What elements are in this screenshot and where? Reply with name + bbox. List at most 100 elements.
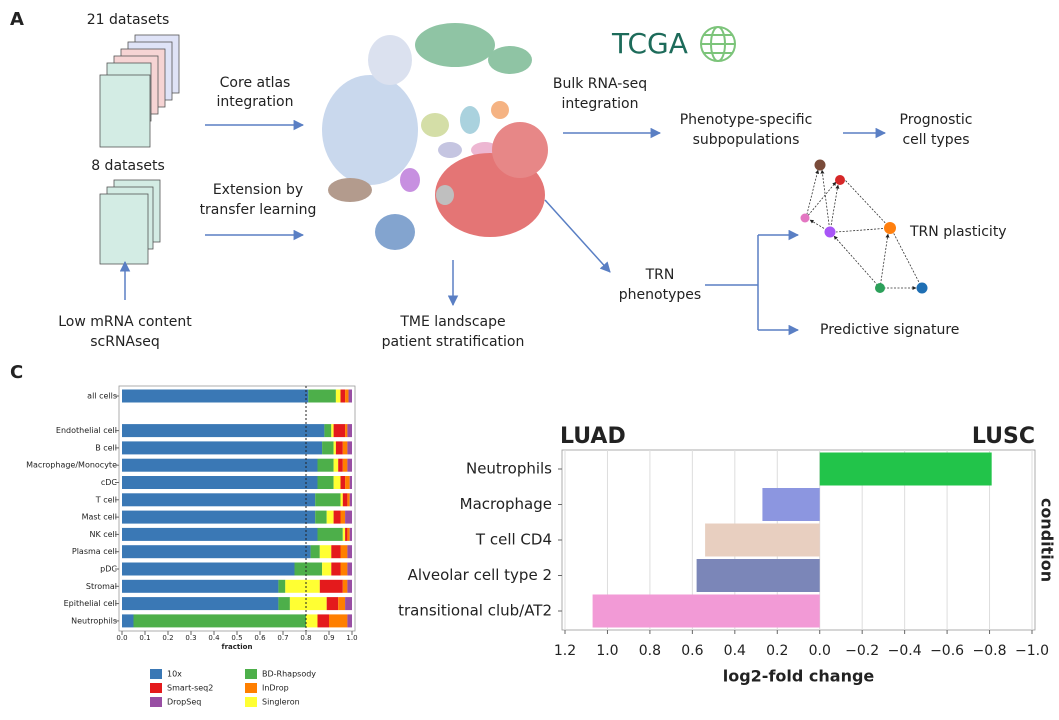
x-tick-label: 1.2 (554, 643, 576, 659)
bar-segment (315, 510, 327, 524)
legend-label: Singleron (262, 698, 300, 707)
bar-segment (122, 458, 318, 472)
bar-segment (338, 458, 343, 472)
bar (762, 488, 820, 521)
bar-segment (122, 562, 295, 576)
bar (819, 452, 992, 486)
y-tick-label: all cells (87, 392, 117, 401)
step-label: Prognostic (900, 112, 973, 128)
x-tick-label: −0.4 (888, 643, 922, 659)
bar-segment (317, 614, 329, 628)
y-tick-label: Alveolar cell type 2 (408, 566, 552, 584)
x-tick-label: 0.0 (116, 634, 127, 642)
y-tick-label: Stromal (86, 582, 117, 591)
x-tick-label: 0.6 (681, 643, 703, 659)
bar-segment (331, 545, 341, 559)
y-tick-label: Mast cell (82, 513, 117, 522)
bar-segment (345, 424, 348, 438)
x-tick-label: 0.6 (254, 634, 266, 642)
x-tick-label: 0.2 (162, 634, 173, 642)
bar-segment (347, 527, 350, 541)
bar-segment (294, 562, 323, 576)
bar-segment (338, 597, 346, 611)
x-tick-label: 0.4 (724, 643, 746, 659)
panel-label: C (10, 362, 23, 383)
legend-swatch (245, 683, 257, 693)
x-tick-label: 0.1 (139, 634, 150, 642)
dataset-stack-1 (99, 34, 180, 148)
x-tick-label: 0.0 (809, 643, 831, 659)
tcga-logo: TCGA (611, 27, 688, 60)
charts: 0.0 0.1 0.2 0.3 0.4 0.5 0.6 0.7 0.8 0.9 1.0 all cel… (26, 385, 1057, 707)
y-tick-label: Plasma cell (72, 547, 117, 556)
step-label: Phenotype-specific (680, 112, 813, 128)
bar-segment (349, 527, 352, 541)
x-tick-label: 1.0 (596, 643, 618, 659)
bar-segment (347, 545, 352, 559)
datasets-label: 8 datasets (91, 158, 165, 174)
bar-segment (345, 389, 349, 403)
bar-segment (345, 476, 350, 489)
bar-segment (342, 579, 348, 593)
datasets-label: 21 datasets (87, 12, 170, 28)
x-tick-label: 0.4 (208, 634, 220, 642)
x-tick-label: 0.8 (300, 634, 311, 642)
bar-segment (342, 493, 348, 507)
x-tick-label: −0.2 (845, 643, 879, 659)
dataset-stack-2 (99, 179, 161, 265)
bar-segment (315, 493, 341, 507)
bar-segment (122, 441, 323, 455)
y-tick-label: T cell (95, 495, 117, 504)
y-axis-label: condition (1038, 498, 1057, 582)
output-label: TME landscape (399, 314, 505, 330)
y-tick-label: NK cell (89, 530, 117, 539)
bar-segment (347, 562, 352, 576)
globe-icon (700, 26, 736, 62)
bar-segment (340, 389, 346, 403)
bar (696, 559, 820, 592)
bar-segment (342, 458, 348, 472)
bar-segment (333, 441, 336, 455)
step-label: Predictive signature (820, 322, 959, 338)
y-tick-label: Macrophage/Monocyte (26, 461, 117, 470)
y-tick-label: Epithelial cell (64, 599, 117, 608)
bar-segment (317, 527, 343, 541)
bar-segment (347, 458, 352, 472)
bar-segment (347, 579, 352, 593)
bar-segment (335, 441, 343, 455)
bar-segment (331, 424, 334, 438)
bar-segment (347, 493, 350, 507)
condition-label: LUAD (560, 424, 626, 449)
legend-swatch (245, 669, 257, 679)
bar-segment (319, 545, 332, 559)
bar-segment (347, 614, 352, 628)
x-tick-label: −1.0 (1015, 643, 1049, 659)
bar-segment (289, 597, 327, 611)
bar-segment (345, 510, 352, 524)
arrow (544, 199, 611, 273)
bar-segment (345, 527, 348, 541)
step-label: cell types (902, 132, 969, 148)
legend-label: 10x (167, 670, 182, 679)
bar-segment (333, 476, 341, 489)
bar-segment (326, 597, 339, 611)
bar-segment (342, 441, 348, 455)
network (805, 169, 923, 290)
bar-segment (122, 527, 318, 541)
bar-segment (122, 510, 316, 524)
bar-segment (122, 493, 316, 507)
output-label: patient stratification (382, 334, 525, 350)
bar-segment (347, 424, 352, 438)
bar-segment (329, 614, 348, 628)
bar-segment (319, 579, 343, 593)
step-label: transfer learning (200, 202, 317, 218)
bar-segment (122, 476, 318, 489)
x-tick-label: 0.8 (639, 643, 661, 659)
bar-segment (317, 476, 334, 489)
x-tick-label: 0.3 (185, 634, 196, 642)
y-tick-label: Neutrophils (71, 616, 117, 625)
legend-label: InDrop (262, 684, 289, 693)
step-label: integration (217, 94, 294, 110)
bar-segment (340, 476, 346, 489)
